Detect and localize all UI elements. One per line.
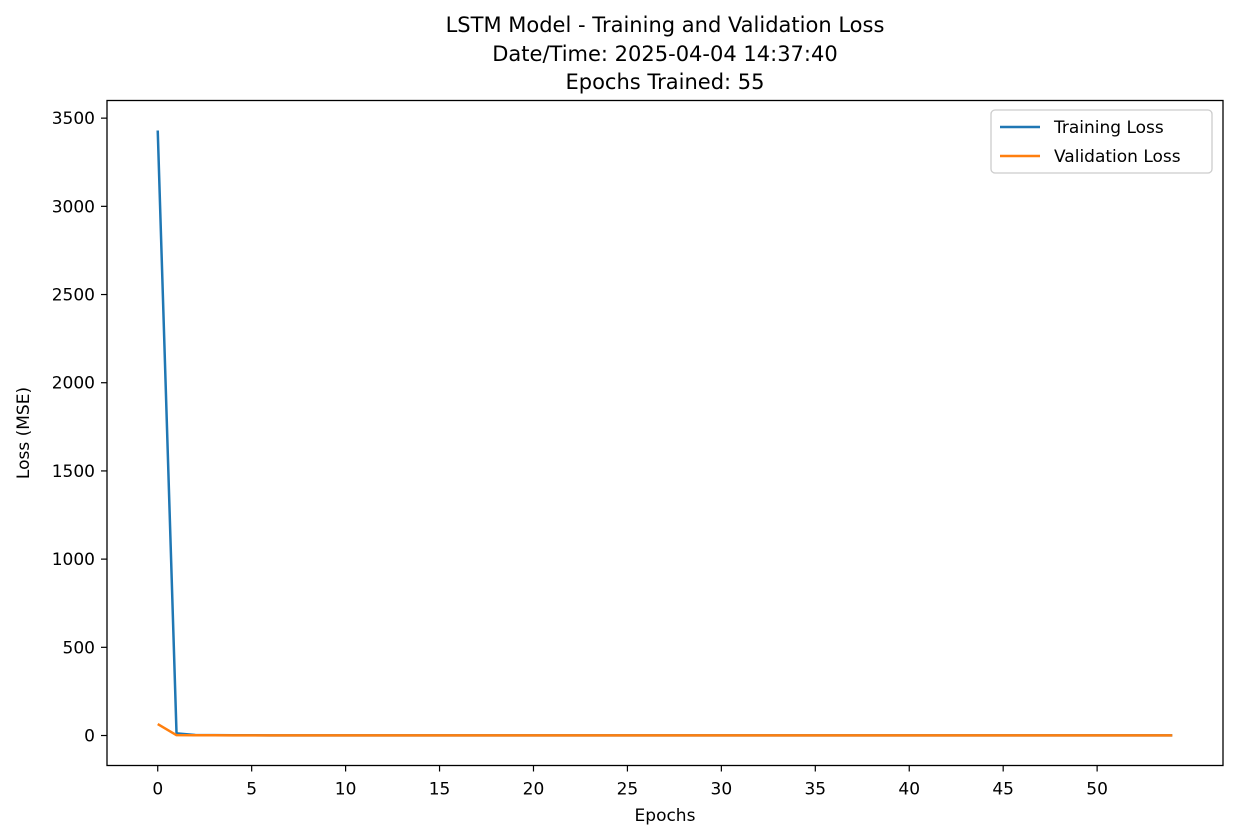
- x-tick-label: 0: [152, 780, 163, 800]
- x-tick-label: 40: [898, 780, 920, 800]
- legend-training-label: Training Loss: [1053, 118, 1164, 138]
- y-tick-label: 3500: [52, 109, 95, 129]
- x-tick-label: 10: [335, 780, 357, 800]
- x-tick-label: 20: [523, 780, 545, 800]
- y-tick-label: 2500: [52, 286, 95, 306]
- series-layer: [156, 130, 1173, 737]
- x-tick-label: 25: [617, 780, 639, 800]
- x-tick-label: 50: [1086, 780, 1108, 800]
- legend-validation-label: Validation Loss: [1054, 147, 1181, 167]
- y-tick-label: 1500: [52, 462, 95, 482]
- x-tick-label: 35: [804, 780, 826, 800]
- chart-subtitle-epochs: Epochs Trained: 55: [565, 70, 764, 94]
- series-line-validation-loss: [157, 722, 1173, 737]
- x-tick-label: 15: [429, 780, 451, 800]
- legend-box: [990, 109, 1213, 174]
- series-line-training-loss: [156, 130, 1173, 737]
- y-tick-label: 2000: [52, 374, 95, 394]
- y-tick-label: 0: [84, 727, 95, 747]
- chart-subtitle-datetime: Date/Time: 2025-04-04 14:37:40: [492, 42, 837, 66]
- legend: Training Loss Validation Loss: [990, 109, 1213, 174]
- y-tick-label: 500: [63, 638, 95, 658]
- x-tick-label: 45: [992, 780, 1014, 800]
- x-tick-label: 5: [246, 780, 257, 800]
- y-tick-label: 1000: [52, 550, 95, 570]
- plot-frame: [106, 99, 1224, 767]
- y-axis-label: Loss (MSE): [14, 387, 34, 479]
- x-axis-label: Epochs: [635, 806, 696, 826]
- ticks-layer: 0 5 10 15 20 25 30 35 40 45 5005001000150020002500…: [52, 109, 1108, 799]
- chart-title: LSTM Model - Training and Validation Los…: [446, 13, 885, 37]
- x-tick-label: 30: [711, 780, 733, 800]
- y-tick-label: 3000: [52, 197, 95, 217]
